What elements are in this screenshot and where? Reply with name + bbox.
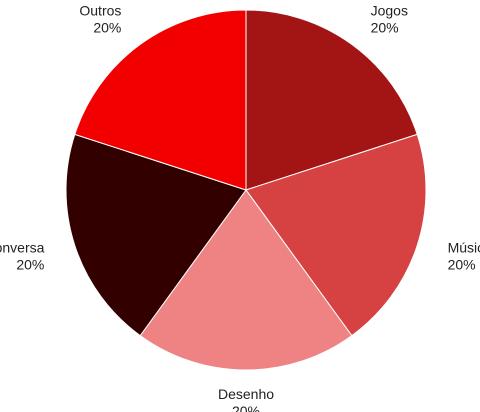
pie-label-value: 20% bbox=[93, 20, 121, 36]
pie-label-value: 20% bbox=[232, 403, 260, 412]
pie-label-outros: Outros 20% bbox=[79, 3, 121, 36]
pie-label-desenho: Desenho 20% bbox=[218, 386, 274, 412]
pie-label-name: Desenho bbox=[218, 386, 274, 402]
pie-label-value: 20% bbox=[16, 257, 44, 273]
pie-slices bbox=[65, 9, 427, 371]
pie-label-conversa: Conversa20% bbox=[0, 240, 45, 273]
pie-label-name: Outros bbox=[79, 3, 121, 19]
pie-label-value: 20% bbox=[371, 20, 399, 36]
pie-label-value: 20% bbox=[448, 257, 476, 273]
pie-label-musica: Música20% bbox=[448, 240, 480, 273]
pie-slice-conversa bbox=[65, 133, 247, 337]
pie-label-jogos: Jogos 20% bbox=[371, 3, 408, 36]
pie-label-name: Jogos bbox=[371, 3, 408, 19]
pie-slice-jogos bbox=[245, 9, 418, 191]
pie-label-name: Música bbox=[448, 240, 480, 256]
pie-slice-outros bbox=[74, 9, 247, 191]
pie-labels: Jogos20%Música20%Desenho20%Conversa20%Ou… bbox=[0, 3, 480, 412]
pie-slice-musica bbox=[245, 133, 427, 337]
pie-label-name: Conversa bbox=[0, 240, 45, 256]
pie-slice-desenho bbox=[139, 189, 353, 371]
